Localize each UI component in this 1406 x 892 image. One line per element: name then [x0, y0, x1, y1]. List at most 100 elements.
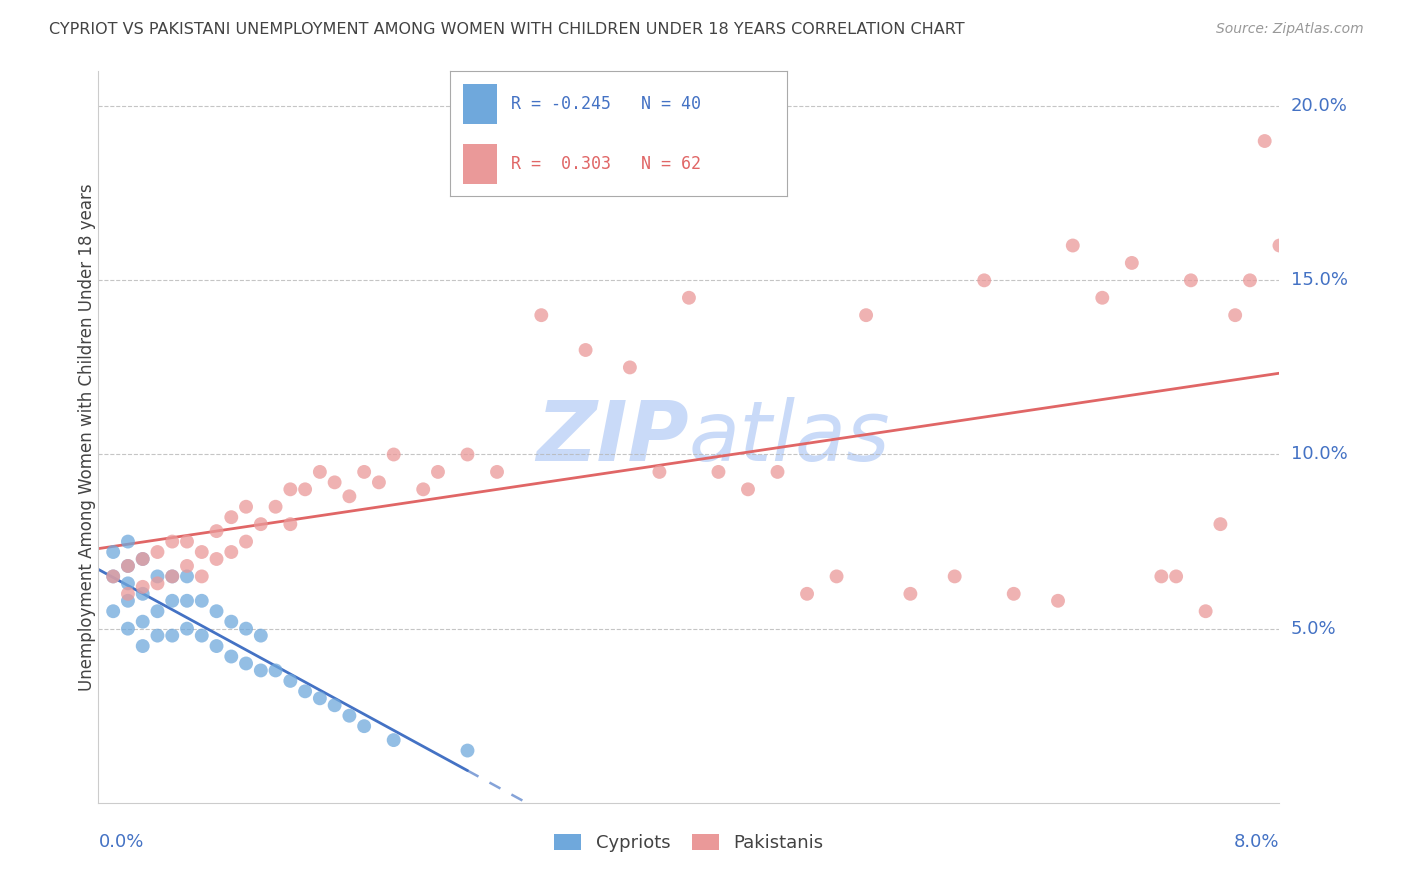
Point — [146, 569, 169, 583]
Point — [103, 569, 125, 583]
Text: R =  0.303   N = 62: R = 0.303 N = 62 — [510, 155, 700, 173]
Point — [191, 569, 214, 583]
Point — [766, 465, 789, 479]
Point — [900, 587, 922, 601]
Point — [132, 587, 155, 601]
Text: R = -0.245   N = 40: R = -0.245 N = 40 — [510, 95, 700, 112]
Text: 10.0%: 10.0% — [1291, 445, 1347, 464]
Point — [1002, 587, 1025, 601]
Point — [221, 545, 243, 559]
Text: atlas: atlas — [689, 397, 890, 477]
Point — [117, 594, 139, 608]
Point — [1225, 308, 1247, 322]
Point — [707, 465, 730, 479]
Point — [103, 569, 125, 583]
Point — [250, 664, 273, 678]
Point — [648, 465, 671, 479]
Point — [132, 580, 155, 594]
Point — [943, 569, 966, 583]
Point — [162, 534, 183, 549]
Text: CYPRIOT VS PAKISTANI UNEMPLOYMENT AMONG WOMEN WITH CHILDREN UNDER 18 YEARS CORRE: CYPRIOT VS PAKISTANI UNEMPLOYMENT AMONG … — [49, 22, 965, 37]
Point — [117, 534, 139, 549]
Point — [146, 629, 169, 643]
Point — [1062, 238, 1084, 252]
Point — [309, 691, 332, 706]
Point — [1166, 569, 1188, 583]
Point — [117, 558, 139, 573]
Point — [1121, 256, 1143, 270]
Point — [855, 308, 877, 322]
Point — [264, 500, 287, 514]
Point — [427, 465, 450, 479]
Point — [825, 569, 848, 583]
Point — [619, 360, 641, 375]
Point — [162, 594, 183, 608]
Point — [132, 552, 155, 566]
Point — [235, 500, 257, 514]
Point — [205, 552, 228, 566]
Point — [191, 594, 214, 608]
Point — [353, 719, 375, 733]
Point — [973, 273, 995, 287]
Point — [176, 534, 198, 549]
Point — [1180, 273, 1202, 287]
Point — [280, 517, 302, 532]
Point — [323, 475, 346, 490]
Point — [737, 483, 759, 497]
Point — [221, 649, 243, 664]
Point — [191, 629, 214, 643]
FancyBboxPatch shape — [464, 144, 498, 184]
Point — [176, 569, 198, 583]
Point — [575, 343, 598, 357]
Point — [1150, 569, 1173, 583]
Point — [280, 673, 302, 688]
Point — [205, 604, 228, 618]
Legend: Cypriots, Pakistanis: Cypriots, Pakistanis — [547, 827, 831, 860]
Text: 15.0%: 15.0% — [1291, 271, 1347, 289]
Point — [457, 448, 479, 462]
Point — [382, 733, 405, 747]
Point — [382, 448, 405, 462]
Point — [221, 615, 243, 629]
Text: 5.0%: 5.0% — [1291, 620, 1336, 638]
Point — [191, 545, 214, 559]
Text: 8.0%: 8.0% — [1234, 833, 1279, 851]
Text: Source: ZipAtlas.com: Source: ZipAtlas.com — [1216, 22, 1364, 37]
Point — [294, 483, 316, 497]
Point — [368, 475, 391, 490]
Point — [205, 524, 228, 538]
Text: ZIP: ZIP — [536, 397, 689, 477]
Point — [205, 639, 228, 653]
Point — [486, 465, 509, 479]
Point — [132, 639, 155, 653]
Point — [250, 629, 273, 643]
Point — [530, 308, 553, 322]
Text: 0.0%: 0.0% — [98, 833, 143, 851]
Point — [176, 558, 198, 573]
Y-axis label: Unemployment Among Women with Children Under 18 years: Unemployment Among Women with Children U… — [79, 183, 96, 691]
Point — [280, 483, 302, 497]
Point — [117, 587, 139, 601]
Point — [117, 622, 139, 636]
Point — [1254, 134, 1277, 148]
Point — [146, 576, 169, 591]
Point — [235, 622, 257, 636]
Point — [132, 552, 155, 566]
Point — [323, 698, 346, 713]
Point — [412, 483, 434, 497]
Point — [176, 594, 198, 608]
Point — [221, 510, 243, 524]
Point — [103, 545, 125, 559]
Point — [339, 708, 361, 723]
Point — [146, 604, 169, 618]
Point — [162, 569, 183, 583]
Point — [146, 545, 169, 559]
Point — [796, 587, 818, 601]
Point — [678, 291, 700, 305]
Point — [162, 629, 183, 643]
Point — [103, 604, 125, 618]
Point — [235, 534, 257, 549]
Point — [162, 569, 183, 583]
Point — [235, 657, 257, 671]
Point — [294, 684, 316, 698]
